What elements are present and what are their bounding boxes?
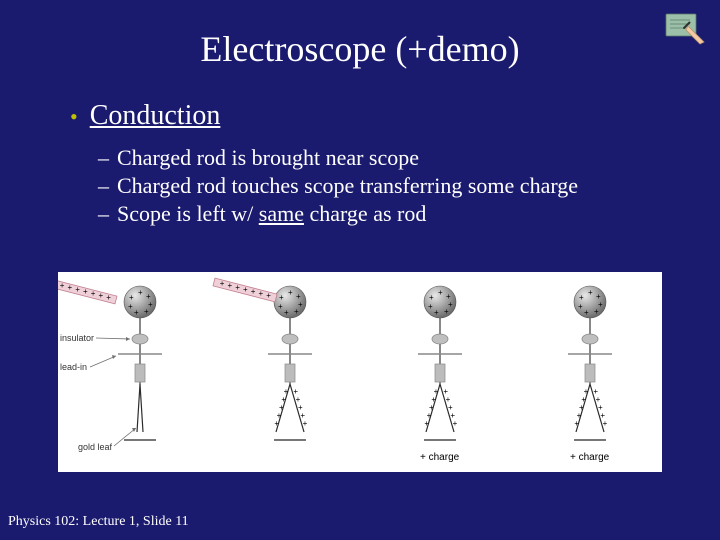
svg-text:+: + (603, 419, 608, 428)
diagram-svg: ++++++++++++++++++++++++++++++++++++++++… (58, 272, 662, 472)
svg-text:+: + (91, 289, 96, 298)
svg-text:+: + (438, 288, 443, 297)
sub-bullet-2: – Charged rod touches scope transferring… (98, 173, 670, 199)
svg-text:+ charge: + charge (420, 452, 460, 463)
svg-text:+: + (288, 288, 293, 297)
svg-text:+: + (303, 419, 308, 428)
svg-text:+: + (579, 293, 584, 302)
svg-text:+: + (243, 285, 248, 294)
svg-text:+: + (279, 293, 284, 302)
svg-text:+: + (298, 300, 303, 309)
svg-text:+: + (134, 308, 139, 317)
writing-hand-icon (660, 8, 710, 48)
svg-text:+: + (148, 300, 153, 309)
svg-text:+: + (588, 288, 593, 297)
svg-text:+: + (294, 307, 299, 316)
svg-text:+: + (574, 419, 579, 428)
main-bullet-text: Conduction (90, 100, 221, 132)
svg-text:+: + (594, 307, 599, 316)
svg-text:+: + (129, 293, 134, 302)
sub-bullet-3: – Scope is left w/ same charge as rod (98, 201, 670, 227)
svg-text:+ charge: + charge (570, 452, 610, 463)
svg-text:+: + (266, 291, 271, 300)
bullet-dot-icon: • (70, 102, 78, 133)
content-area: • Conduction – Charged rod is brought ne… (0, 70, 720, 227)
sub-bullet-1-text: Charged rod is brought near scope (117, 145, 419, 171)
sub-bullet-3-text: Scope is left w/ same charge as rod (117, 201, 426, 227)
svg-text:gold leaf: gold leaf (78, 442, 113, 452)
slide-title: Electroscope (+demo) (0, 0, 720, 70)
svg-text:+: + (251, 287, 256, 296)
svg-text:+: + (138, 288, 143, 297)
dash-icon: – (98, 173, 109, 199)
svg-text:+: + (106, 293, 111, 302)
dash-icon: – (98, 145, 109, 171)
svg-text:+: + (274, 419, 279, 428)
svg-text:+: + (83, 287, 88, 296)
sub-bullet-1: – Charged rod is brought near scope (98, 145, 670, 171)
svg-text:+: + (424, 419, 429, 428)
electroscope-diagram: ++++++++++++++++++++++++++++++++++++++++… (58, 272, 662, 472)
slide-footer: Physics 102: Lecture 1, Slide 11 (8, 514, 189, 530)
svg-text:+: + (60, 281, 65, 290)
svg-text:+: + (220, 279, 225, 288)
svg-text:+: + (128, 302, 133, 311)
svg-text:+: + (75, 285, 80, 294)
svg-text:+: + (428, 302, 433, 311)
svg-text:+: + (284, 308, 289, 317)
svg-text:+: + (453, 419, 458, 428)
svg-text:+: + (578, 302, 583, 311)
svg-text:+: + (429, 293, 434, 302)
svg-text:+: + (259, 289, 264, 298)
svg-text:+: + (444, 307, 449, 316)
svg-text:+: + (448, 300, 453, 309)
dash-icon: – (98, 201, 109, 227)
svg-text:insulator: insulator (60, 333, 94, 343)
svg-text:+: + (434, 308, 439, 317)
svg-text:+: + (584, 308, 589, 317)
svg-text:+: + (278, 302, 283, 311)
main-bullet: • Conduction (70, 100, 670, 133)
sub-bullet-2-text: Charged rod touches scope transferring s… (117, 173, 578, 199)
svg-text:+: + (99, 291, 104, 300)
svg-text:+: + (68, 283, 73, 292)
svg-text:+: + (235, 283, 240, 292)
svg-text:lead-in: lead-in (60, 362, 87, 372)
svg-text:+: + (228, 281, 233, 290)
svg-text:+: + (598, 300, 603, 309)
svg-text:+: + (144, 307, 149, 316)
